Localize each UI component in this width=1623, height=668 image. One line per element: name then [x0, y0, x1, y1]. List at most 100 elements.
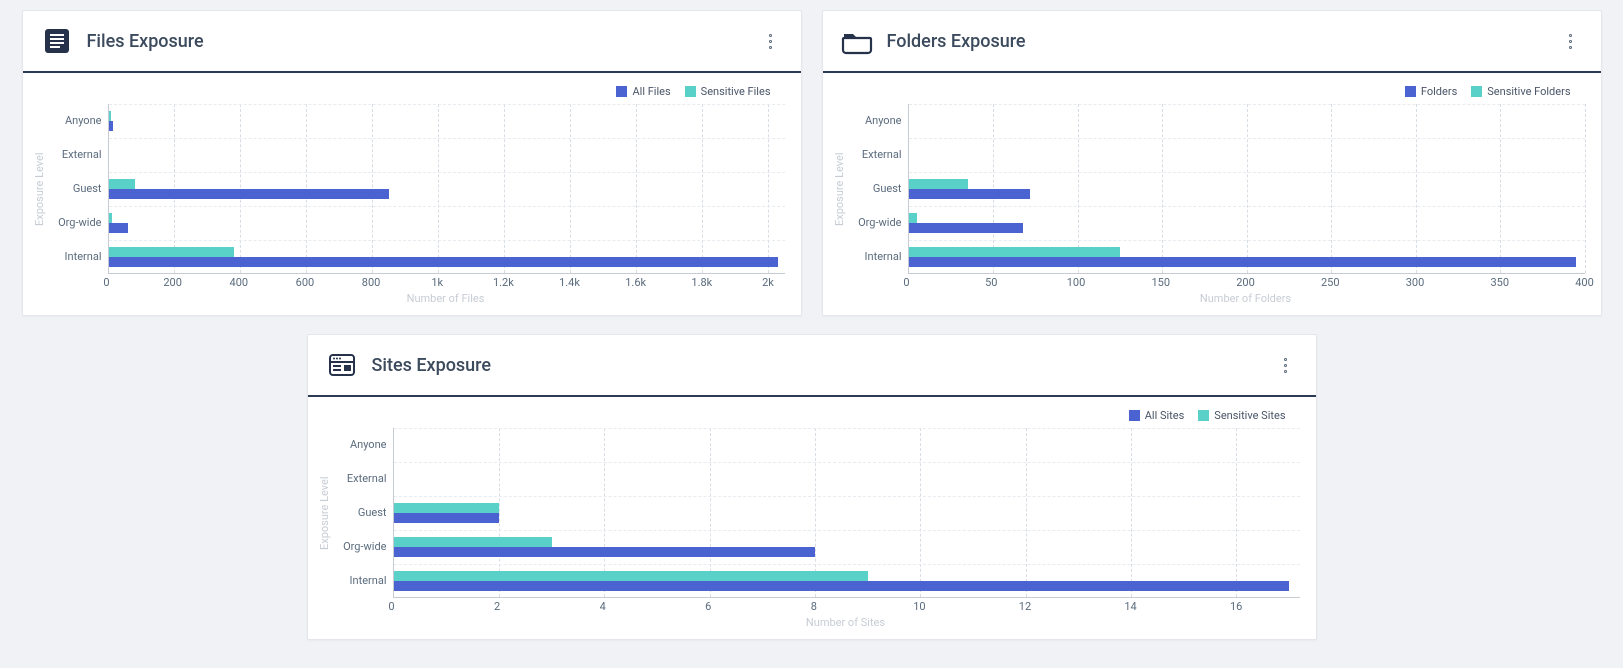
legend-label: All Sites	[1145, 409, 1185, 422]
y-axis-label: Exposure Level	[316, 428, 333, 598]
legend-swatch	[1405, 86, 1416, 97]
bar-row	[394, 564, 1300, 598]
bar-row	[909, 240, 1585, 274]
bar-primary[interactable]	[109, 257, 778, 267]
y-axis-label: Exposure Level	[31, 104, 48, 274]
site-icon	[326, 349, 358, 381]
legend-item[interactable]: Sensitive Folders	[1471, 85, 1570, 98]
bar-primary[interactable]	[109, 189, 389, 199]
legend-swatch	[616, 86, 627, 97]
x-tick-label: 14	[1124, 600, 1136, 613]
bar-primary[interactable]	[909, 257, 1577, 267]
bar-primary[interactable]	[909, 189, 1031, 199]
y-tick-label: Anyone	[848, 104, 902, 138]
card-body: All Sites Sensitive Sites Exposure LevelAn…	[308, 397, 1316, 639]
bar-primary[interactable]	[394, 513, 499, 523]
x-tick-label: 400	[1575, 276, 1594, 289]
legend-label: Sensitive Sites	[1214, 409, 1285, 422]
card-header: Folders Exposure	[823, 11, 1601, 73]
more-options-button[interactable]	[761, 27, 781, 55]
card-sites: Sites Exposure All Sites Sensitive Sites E…	[307, 334, 1317, 640]
bar-secondary[interactable]	[909, 213, 917, 223]
bar-secondary[interactable]	[394, 571, 868, 581]
top-row: Files Exposure All Files Sensitive Files E…	[10, 10, 1613, 316]
bottom-row: Sites Exposure All Sites Sensitive Sites E…	[10, 334, 1613, 640]
legend-swatch	[1129, 410, 1140, 421]
x-tick-label: 1.4k	[559, 276, 580, 289]
bar-primary[interactable]	[109, 223, 129, 233]
x-tick-label: 6	[705, 600, 711, 613]
bar-primary[interactable]	[909, 223, 1024, 233]
x-tick-label: 1.2k	[493, 276, 514, 289]
y-axis-ticks: AnyoneExternalGuestOrg-wideInternal	[48, 104, 108, 274]
x-tick-label: 4	[600, 600, 606, 613]
bar-secondary[interactable]	[109, 111, 112, 121]
x-tick-label: 200	[163, 276, 182, 289]
legend-swatch	[685, 86, 696, 97]
chart-legend: Folders Sensitive Folders	[831, 81, 1585, 104]
bar-secondary[interactable]	[109, 213, 113, 223]
x-axis-label: Number of Folders	[907, 292, 1585, 305]
y-tick-label: Internal	[848, 240, 902, 274]
y-tick-label: Internal	[333, 564, 387, 598]
card-header-left: Files Exposure	[41, 25, 204, 57]
x-tick-label: 200	[1236, 276, 1255, 289]
bar-row	[909, 206, 1585, 240]
legend-label: Sensitive Files	[701, 85, 771, 98]
card-header: Files Exposure	[23, 11, 801, 73]
bar-row	[909, 138, 1585, 172]
x-axis-label: Number of Files	[107, 292, 785, 305]
y-tick-label: Anyone	[48, 104, 102, 138]
more-options-button[interactable]	[1276, 351, 1296, 379]
bar-primary[interactable]	[394, 581, 1289, 591]
bar-secondary[interactable]	[909, 179, 968, 189]
x-tick-label: 0	[388, 600, 394, 613]
y-tick-label: External	[48, 138, 102, 172]
legend-item[interactable]: All Files	[616, 85, 670, 98]
x-tick-label: 0	[903, 276, 909, 289]
bar-row	[394, 462, 1300, 496]
chart-legend: All Files Sensitive Files	[31, 81, 785, 104]
x-tick-label: 150	[1151, 276, 1170, 289]
bar-secondary[interactable]	[109, 179, 135, 189]
bar-primary[interactable]	[109, 121, 114, 131]
plot-area	[393, 428, 1300, 598]
legend-item[interactable]: All Sites	[1129, 409, 1185, 422]
more-options-button[interactable]	[1561, 27, 1581, 55]
files-icon	[41, 25, 73, 57]
x-tick-label: 2	[494, 600, 500, 613]
chart-legend: All Sites Sensitive Sites	[316, 405, 1300, 428]
card-body: Folders Sensitive Folders Exposure LevelAn…	[823, 73, 1601, 315]
x-tick-label: 1.6k	[625, 276, 646, 289]
bar-row	[394, 530, 1300, 564]
legend-item[interactable]: Sensitive Sites	[1198, 409, 1285, 422]
bar-secondary[interactable]	[909, 247, 1120, 257]
card-title: Sites Exposure	[372, 355, 492, 376]
bar-row	[109, 172, 785, 206]
x-tick-label: 1k	[431, 276, 443, 289]
bar-secondary[interactable]	[394, 503, 499, 513]
bar-row	[109, 240, 785, 274]
y-tick-label: Org-wide	[333, 530, 387, 564]
legend-swatch	[1198, 410, 1209, 421]
bar-row	[394, 496, 1300, 530]
legend-item[interactable]: Sensitive Files	[685, 85, 771, 98]
card-title: Files Exposure	[87, 31, 204, 52]
bar-primary[interactable]	[394, 547, 815, 557]
x-tick-label: 250	[1321, 276, 1340, 289]
card-body: All Files Sensitive Files Exposure LevelAn…	[23, 73, 801, 315]
y-tick-label: Org-wide	[48, 206, 102, 240]
x-axis-ticks: 0246810121416	[392, 598, 1300, 614]
y-axis-label: Exposure Level	[831, 104, 848, 274]
x-tick-label: 600	[296, 276, 315, 289]
x-tick-label: 300	[1406, 276, 1425, 289]
y-tick-label: Guest	[333, 496, 387, 530]
chart: Exposure LevelAnyoneExternalGuestOrg-wid…	[316, 428, 1300, 598]
folder-icon	[841, 25, 873, 57]
y-tick-label: External	[333, 462, 387, 496]
y-tick-label: External	[848, 138, 902, 172]
bar-secondary[interactable]	[109, 247, 234, 257]
chart: Exposure LevelAnyoneExternalGuestOrg-wid…	[31, 104, 785, 274]
legend-item[interactable]: Folders	[1405, 85, 1457, 98]
bar-secondary[interactable]	[394, 537, 552, 547]
